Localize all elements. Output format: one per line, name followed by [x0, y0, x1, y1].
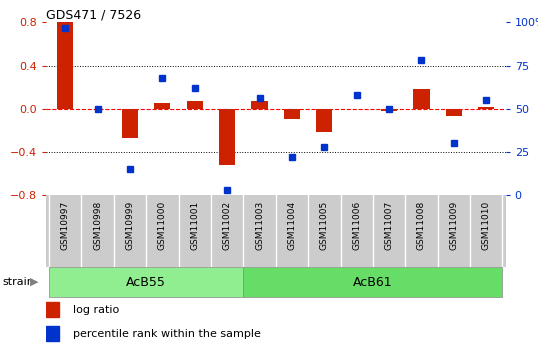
Bar — [122, 109, 138, 138]
Bar — [57, 22, 73, 109]
Bar — [446, 109, 462, 116]
Text: AcB55: AcB55 — [126, 276, 166, 288]
Text: GSM11008: GSM11008 — [417, 201, 426, 250]
Bar — [316, 109, 332, 132]
Bar — [219, 109, 235, 165]
Text: GSM10997: GSM10997 — [61, 201, 69, 250]
Text: GSM11006: GSM11006 — [352, 201, 361, 250]
Bar — [49, 267, 243, 297]
Text: GSM11004: GSM11004 — [287, 201, 296, 250]
Bar — [381, 109, 397, 111]
Bar — [187, 101, 203, 109]
Text: GSM11007: GSM11007 — [385, 201, 394, 250]
Bar — [251, 101, 267, 109]
Text: percentile rank within the sample: percentile rank within the sample — [73, 329, 261, 339]
Text: GSM11002: GSM11002 — [223, 201, 232, 250]
Bar — [284, 109, 300, 119]
Text: GDS471 / 7526: GDS471 / 7526 — [46, 8, 141, 21]
Text: GSM11003: GSM11003 — [255, 201, 264, 250]
Text: ▶: ▶ — [30, 277, 38, 287]
Bar — [478, 107, 494, 109]
Text: GSM11005: GSM11005 — [320, 201, 329, 250]
Bar — [46, 326, 59, 341]
Bar — [413, 89, 430, 109]
Text: GSM11000: GSM11000 — [158, 201, 167, 250]
Bar — [243, 267, 502, 297]
Text: AcB61: AcB61 — [353, 276, 393, 288]
Text: GSM10999: GSM10999 — [125, 201, 134, 250]
Text: log ratio: log ratio — [73, 305, 119, 315]
Text: GSM11010: GSM11010 — [482, 201, 491, 250]
Text: strain: strain — [3, 277, 34, 287]
Text: GSM10998: GSM10998 — [93, 201, 102, 250]
Text: GSM11001: GSM11001 — [190, 201, 199, 250]
Bar — [46, 302, 59, 317]
Bar — [154, 103, 171, 109]
Text: GSM11009: GSM11009 — [449, 201, 458, 250]
